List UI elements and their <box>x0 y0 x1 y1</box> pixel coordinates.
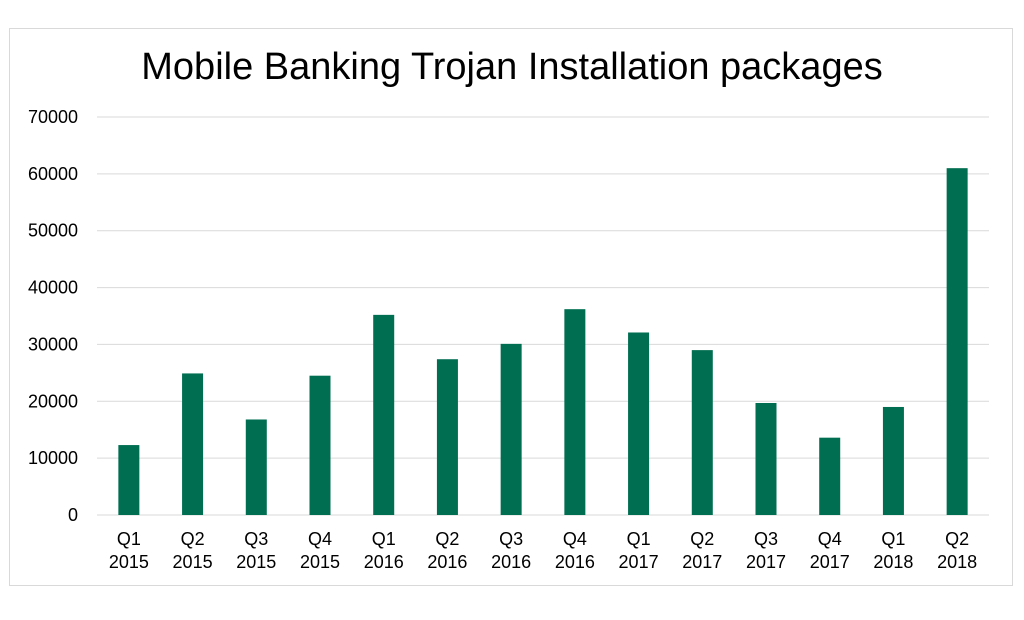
y-axis: 0 10000 20000 30000 40000 50000 60000 70000 <box>28 107 78 525</box>
x-tick-label-year: 2017 <box>810 552 850 572</box>
x-tick-label-year: 2016 <box>364 552 404 572</box>
bar <box>309 375 331 515</box>
chart-title: Mobile Banking Trojan Installation packa… <box>141 46 883 88</box>
x-tick-label-year: 2016 <box>427 552 467 572</box>
x-tick-label-quarter: Q1 <box>627 529 651 549</box>
x-tick-label-year: 2015 <box>236 552 276 572</box>
y-tick-label: 0 <box>68 505 78 525</box>
x-tick-label-year: 2015 <box>109 552 149 572</box>
y-tick-label: 30000 <box>28 334 78 354</box>
x-tick-label-quarter: Q2 <box>945 529 969 549</box>
y-tick-label: 60000 <box>28 164 78 184</box>
bars <box>118 168 968 515</box>
x-tick-label-quarter: Q1 <box>117 529 141 549</box>
x-tick-label-quarter: Q4 <box>308 529 332 549</box>
x-tick-label-year: 2018 <box>937 552 977 572</box>
x-tick-label-year: 2016 <box>491 552 531 572</box>
x-tick-label-quarter: Q2 <box>690 529 714 549</box>
x-axis: Q1 2015 Q2 2015 Q3 2015 Q4 2015 Q1 2016 Q2 2016 Q3 20… <box>109 529 977 572</box>
bar <box>564 309 586 515</box>
bar <box>946 168 968 515</box>
bar <box>245 419 267 515</box>
x-tick-label-year: 2015 <box>300 552 340 572</box>
x-tick-label-year: 2017 <box>619 552 659 572</box>
x-tick-label-quarter: Q2 <box>435 529 459 549</box>
bar <box>819 437 841 515</box>
x-tick-label-quarter: Q1 <box>881 529 905 549</box>
bar <box>628 332 650 515</box>
bar <box>182 373 204 515</box>
y-tick-label: 20000 <box>28 391 78 411</box>
bar <box>500 343 522 515</box>
y-tick-label: 70000 <box>28 107 78 127</box>
x-tick-label-year: 2017 <box>746 552 786 572</box>
bar <box>118 445 140 515</box>
x-tick-label-quarter: Q3 <box>754 529 778 549</box>
gridlines <box>97 116 989 516</box>
x-tick-label-quarter: Q2 <box>181 529 205 549</box>
x-tick-label-quarter: Q4 <box>563 529 587 549</box>
y-tick-label: 50000 <box>28 221 78 241</box>
x-tick-label-year: 2018 <box>873 552 913 572</box>
y-tick-label: 40000 <box>28 278 78 298</box>
y-tick-label: 10000 <box>28 448 78 468</box>
bar <box>691 350 713 515</box>
x-tick-label-year: 2017 <box>682 552 722 572</box>
bar <box>755 402 777 515</box>
x-tick-label-quarter: Q3 <box>499 529 523 549</box>
x-tick-label-quarter: Q1 <box>372 529 396 549</box>
x-tick-label-year: 2015 <box>173 552 213 572</box>
x-tick-label-quarter: Q3 <box>244 529 268 549</box>
x-tick-label-year: 2016 <box>555 552 595 572</box>
bar <box>436 359 458 515</box>
x-tick-label-quarter: Q4 <box>818 529 842 549</box>
bar <box>373 314 395 515</box>
bar <box>882 406 904 515</box>
